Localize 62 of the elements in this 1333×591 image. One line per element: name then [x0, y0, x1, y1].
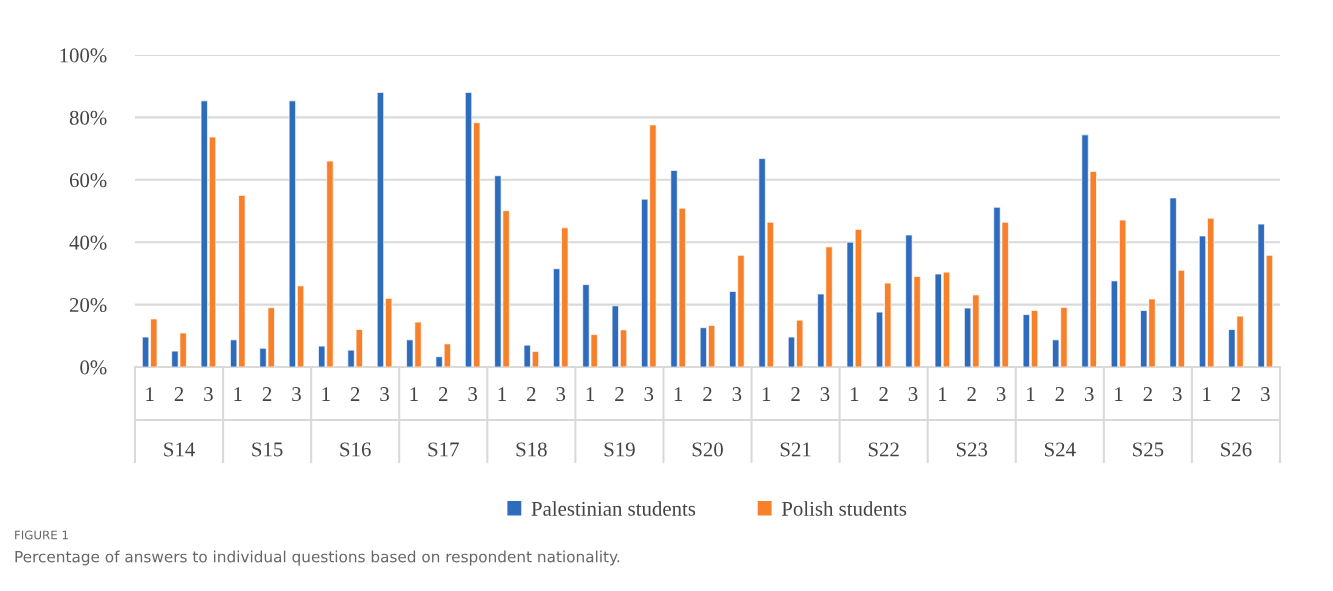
x-tick-label: 1 [1203, 387, 1211, 401]
x-tick-label: 2 [967, 387, 976, 401]
x-tick-label: 2 [438, 387, 448, 401]
text: S15 [252, 442, 283, 457]
x-tick-label: 1 [850, 387, 859, 401]
x-tick-label: 1 [410, 387, 418, 401]
x-tick-label: 2 [262, 387, 272, 401]
text: Percentage of answers to individual questions based on respondent nationality. [15, 550, 620, 566]
text: S24 [1044, 442, 1076, 457]
x-tick-label: 1 [498, 387, 506, 401]
x-tick-label: 3 [380, 387, 389, 402]
x-tick-label: 2 [1143, 387, 1152, 401]
x-tick-label: 3 [644, 387, 654, 402]
x-tick-label: 3 [292, 387, 301, 402]
text: S19 [604, 442, 635, 457]
x-tick-label: 2 [527, 387, 536, 401]
text: S20 [692, 442, 723, 457]
x-tick-label: 1 [1027, 387, 1035, 401]
x-tick-label: 3 [820, 387, 830, 402]
y-tick-label: 60% [69, 173, 107, 188]
x-tick-label: 2 [174, 387, 184, 401]
x-tick-label: 2 [703, 387, 712, 401]
text: S26 [1221, 442, 1252, 457]
x-tick-label: 2 [1231, 387, 1241, 401]
text: S14 [164, 442, 195, 457]
legend-label: Palestinian students [531, 501, 696, 516]
text: S21 [780, 442, 811, 457]
y-tick-label: 80% [69, 110, 107, 125]
text: S17 [428, 442, 459, 457]
text: S25 [1133, 442, 1164, 457]
x-tick-label: 3 [996, 387, 1006, 402]
x-tick-label: 1 [322, 387, 330, 401]
x-tick-label: 3 [468, 387, 478, 402]
text: S18 [516, 442, 547, 457]
x-tick-label: 3 [204, 387, 213, 402]
x-tick-label: 3 [908, 387, 918, 402]
text: FIGURE 1 [15, 530, 68, 540]
x-tick-label: 1 [234, 387, 242, 401]
text: S23 [956, 442, 988, 457]
x-tick-label: 1 [939, 387, 947, 401]
x-tick-label: 3 [1084, 387, 1094, 402]
text: S22 [868, 442, 899, 457]
x-tick-label: 3 [1173, 387, 1182, 402]
x-tick-label: 1 [586, 387, 595, 401]
y-tick-label: 100% [60, 48, 107, 63]
x-tick-label: 1 [674, 387, 683, 401]
y-tick-label: 20% [69, 297, 107, 313]
x-tick-label: 1 [146, 387, 154, 401]
x-tick-label: 3 [556, 387, 566, 402]
y-tick-label: 40% [69, 235, 107, 250]
text: S16 [340, 442, 371, 457]
x-tick-label: 2 [350, 387, 360, 401]
x-tick-label: 2 [791, 387, 800, 401]
x-tick-label: 1 [762, 387, 771, 401]
x-tick-label: 3 [732, 387, 742, 402]
x-tick-label: 2 [1055, 387, 1064, 401]
x-tick-label: 3 [1261, 387, 1270, 402]
x-tick-label: 2 [615, 387, 624, 401]
x-tick-label: 1 [1115, 387, 1123, 401]
legend-label: Polish students [781, 501, 907, 516]
y-tick-label: 0% [80, 360, 107, 375]
x-tick-label: 2 [879, 387, 888, 401]
